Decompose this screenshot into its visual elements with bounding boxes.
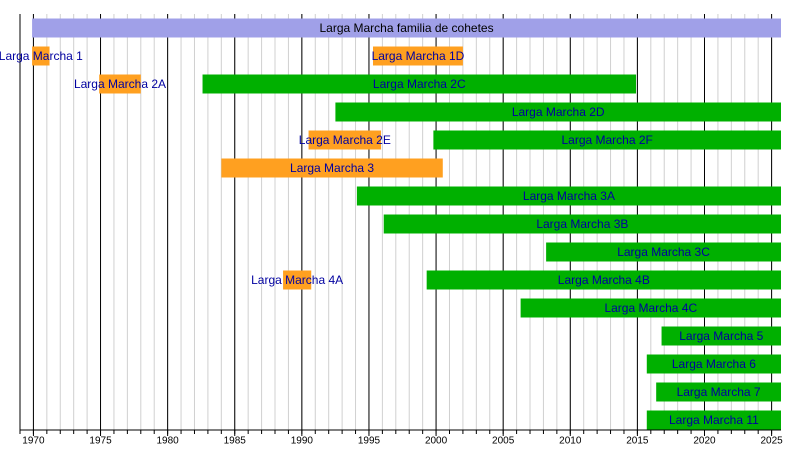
bar	[433, 130, 781, 150]
bar-label: Larga Marcha 3	[290, 161, 374, 175]
bar	[646, 410, 781, 430]
x-tick-label: 1985	[224, 436, 247, 447]
bar-label: Larga Marcha 4B	[558, 273, 650, 287]
bar	[99, 74, 141, 94]
x-tick-label: 1970	[22, 436, 45, 447]
bar	[520, 298, 781, 318]
bar	[426, 270, 781, 290]
bar	[32, 18, 782, 38]
bar	[221, 158, 443, 178]
bar	[283, 270, 312, 290]
bar-label: Larga Marcha 1	[0, 49, 83, 63]
bar-label: Larga Marcha 4C	[604, 301, 697, 315]
bar	[356, 186, 781, 206]
bar-label: Larga Marcha 6	[672, 357, 756, 371]
x-tick-label: 2000	[425, 436, 448, 447]
bar-label: Larga Marcha 2C	[373, 77, 466, 91]
bar-label: Larga Marcha 11	[669, 413, 759, 427]
x-tick-label: 1980	[157, 436, 180, 447]
bar-label: Larga Marcha 7	[677, 385, 761, 399]
bar	[383, 214, 781, 234]
x-tick-label: 1990	[291, 436, 314, 447]
bar	[202, 74, 637, 94]
bar	[372, 46, 463, 66]
bar-label: Larga Marcha 3B	[536, 217, 628, 231]
x-tick-label: 2010	[559, 436, 582, 447]
bar-label: Larga Marcha 1D	[372, 49, 465, 63]
bar-label: Larga Marcha familia de cohetes	[319, 21, 493, 35]
bar	[32, 46, 50, 66]
bar-label: Larga Marcha 3A	[523, 189, 615, 203]
bar	[308, 130, 382, 150]
bar-label: Larga Marcha 2D	[512, 105, 605, 119]
bar-label: Larga Marcha 2F	[561, 133, 652, 147]
bar	[546, 242, 781, 262]
bar	[335, 102, 781, 122]
x-tick-label: 1995	[358, 436, 381, 447]
bar-label: Larga Marcha 2E	[299, 133, 391, 147]
bar-label: Larga Marcha 2A	[74, 77, 166, 91]
x-tick-label: 2005	[492, 436, 515, 447]
bar	[661, 326, 781, 346]
bar-label: Larga Marcha 4A	[251, 273, 343, 287]
x-tick-label: 2020	[693, 436, 716, 447]
bar	[656, 382, 781, 402]
bar-label: Larga Marcha 3C	[617, 245, 710, 259]
x-tick-label: 2025	[760, 436, 783, 447]
bar-label: Larga Marcha 5	[679, 329, 763, 343]
x-tick-label: 1975	[89, 436, 112, 447]
bar	[646, 354, 781, 374]
x-tick-label: 2015	[626, 436, 649, 447]
